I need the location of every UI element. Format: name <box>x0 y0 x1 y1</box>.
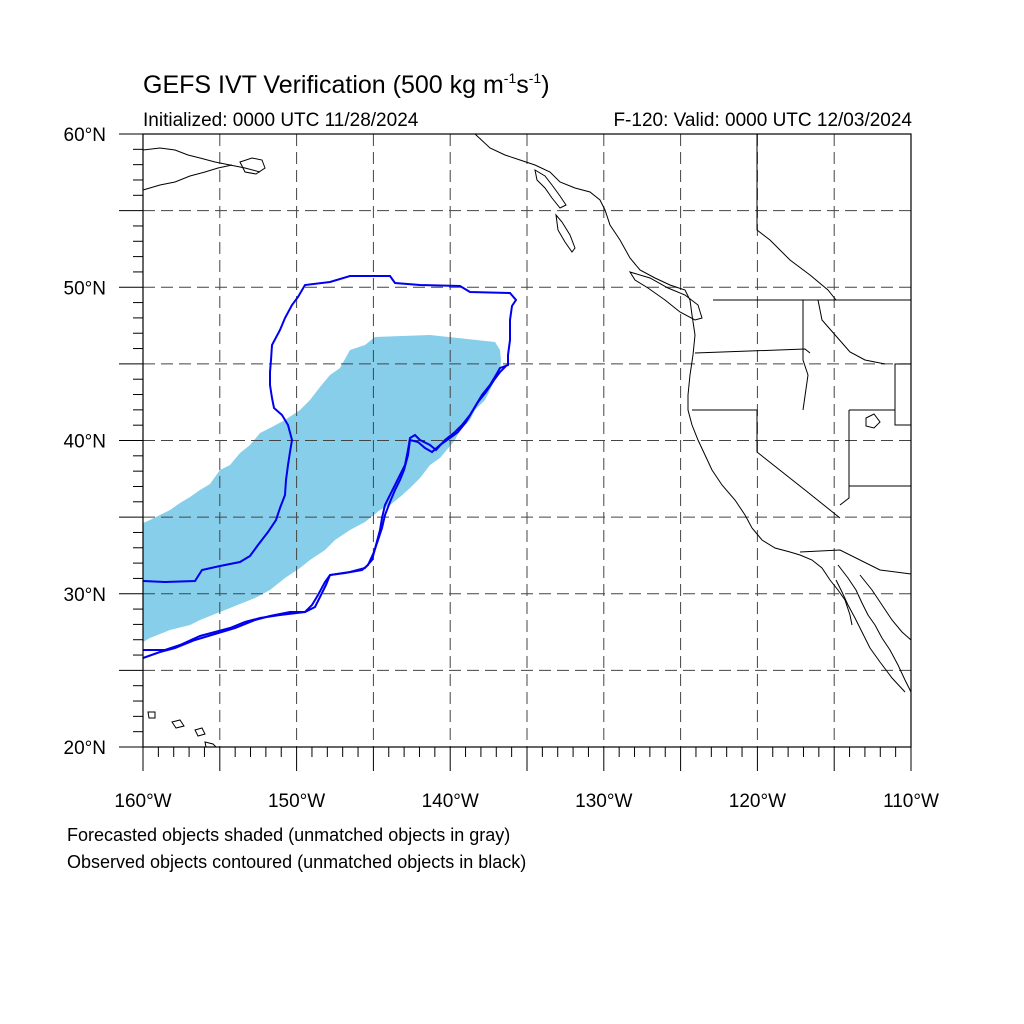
lat-label: 50°N <box>64 278 106 299</box>
hawaii-maui <box>194 727 206 737</box>
lon-label: 130°W <box>575 791 632 812</box>
baja-east-coast <box>837 564 912 693</box>
hawaii-oahu <box>171 719 185 729</box>
lat-label: 30°N <box>64 585 106 606</box>
haida-gwaii <box>555 213 576 253</box>
vancouver-island <box>628 271 703 321</box>
lon-label: 150°W <box>268 791 325 812</box>
southeast-alaska-islands <box>534 168 567 209</box>
idaho-west-border <box>802 300 809 411</box>
axis-ticks <box>119 133 912 771</box>
west-coast-coastline <box>474 133 853 626</box>
great-salt-lake <box>865 413 881 429</box>
mexico-border <box>799 549 912 575</box>
initialized-time: Initialized: 0000 UTC 11/28/2024 <box>143 110 419 131</box>
lat-label: 40°N <box>64 432 106 453</box>
alaska-coast <box>142 147 261 173</box>
coastlines-and-borders <box>142 133 912 748</box>
observed-caption: Observed objects contoured (unmatched ob… <box>67 852 527 872</box>
lon-label: 120°W <box>729 791 786 812</box>
forecast-caption: Forecasted objects shaded (unmatched obj… <box>67 825 511 845</box>
observed-object-contours <box>142 275 518 659</box>
hawaii-kauai <box>147 711 156 719</box>
nevada-utah-border <box>839 410 850 506</box>
graticule <box>143 134 911 747</box>
figure-title: GEFS IVT Verification (500 kg m-1s-1) <box>143 70 550 99</box>
wyoming-idaho-border <box>894 364 911 426</box>
hawaii-big-island <box>204 741 218 748</box>
forecast-object-1 <box>143 335 501 642</box>
observed-object-2 <box>142 365 507 659</box>
california-nevada-border <box>692 409 841 519</box>
lon-label: 110°W <box>883 791 939 812</box>
canada-bc-alberta <box>756 134 837 301</box>
utah-north-border <box>849 363 911 411</box>
forecast-object-shading <box>143 335 501 642</box>
montana-idaho-border <box>817 299 886 365</box>
axis-labels: 60°N 50°N 40°N 30°N 20°N 160°W 150°W 140°W 130°W… <box>64 125 939 812</box>
lon-label: 160°W <box>114 791 171 812</box>
lat-label: 60°N <box>64 125 106 146</box>
alaska-coast-lower <box>142 164 233 191</box>
gulf-of-california-west <box>835 579 906 693</box>
lat-label: 20°N <box>64 738 106 759</box>
valid-time: F-120: Valid: 0000 UTC 12/03/2024 <box>613 110 912 131</box>
oregon-north-border <box>694 348 811 354</box>
lon-label: 140°W <box>422 791 479 812</box>
mexico-mainland-coast <box>859 574 912 641</box>
kodiak-island <box>239 157 266 175</box>
